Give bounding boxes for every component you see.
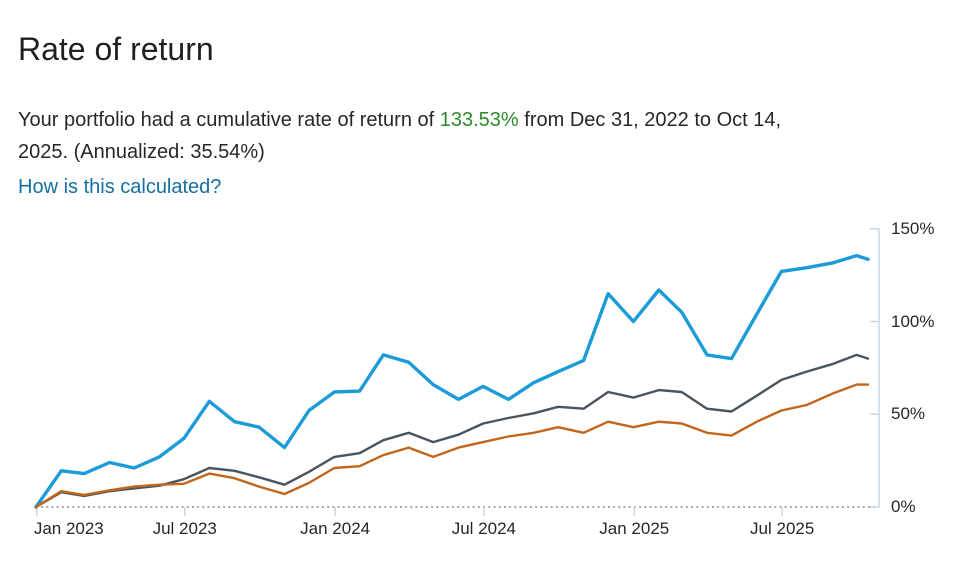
x-tick-label: Jul 2025	[750, 519, 815, 538]
x-tick-label: Jan 2023	[33, 519, 104, 538]
x-tick-label: Jul 2023	[152, 519, 217, 538]
y-tick-label: 50%	[891, 404, 926, 424]
x-tick-label: Jan 2024	[300, 519, 371, 538]
series-line-benchmark-gray[interactable]	[34, 353, 870, 509]
y-tick-label: 150%	[891, 218, 935, 238]
summary-text: Your portfolio had a cumulative rate of …	[18, 104, 954, 168]
series-line-benchmark-orange[interactable]	[34, 383, 870, 509]
x-tick-label: Jan 2025	[599, 519, 670, 538]
summary-dates: from Dec 31, 2022 to Oct 14,	[518, 109, 782, 131]
series-line-portfolio-blue[interactable]	[34, 253, 870, 509]
page-title: Rate of return	[18, 31, 214, 68]
y-tick-label: 100%	[891, 311, 935, 331]
x-tick-label: Jul 2024	[451, 519, 516, 538]
summary-prefix: Your portfolio had a cumulative rate of …	[18, 109, 440, 131]
y-tick-label: 0%	[891, 497, 916, 516]
how-calculated-link[interactable]: How is this calculated?	[18, 176, 222, 198]
summary-annualized: 2025. (Annualized: 35.54%)	[18, 141, 265, 163]
cumulative-return-value: 133.53%	[439, 109, 519, 131]
